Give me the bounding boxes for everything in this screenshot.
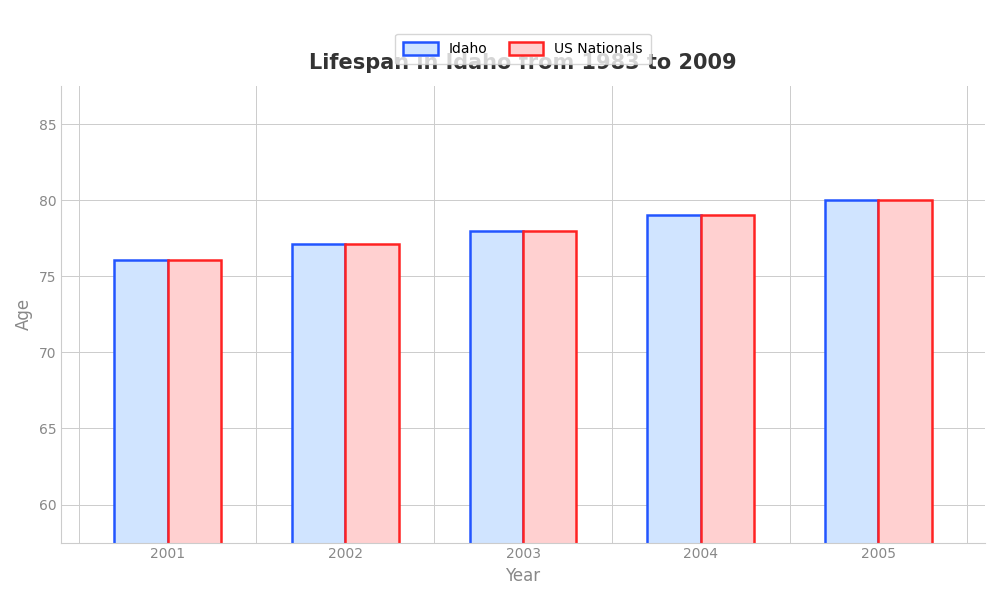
Title: Lifespan in Idaho from 1983 to 2009: Lifespan in Idaho from 1983 to 2009 <box>309 53 737 73</box>
Bar <box>114 260 168 600</box>
Bar <box>647 215 701 600</box>
Bar <box>470 230 523 600</box>
Bar <box>292 244 345 600</box>
Bar <box>523 230 576 600</box>
Bar <box>701 215 754 600</box>
X-axis label: Year: Year <box>505 567 541 585</box>
Bar <box>345 244 399 600</box>
Legend: Idaho, US Nationals: Idaho, US Nationals <box>395 34 651 64</box>
Bar <box>825 200 878 600</box>
Bar <box>168 260 221 600</box>
Y-axis label: Age: Age <box>15 298 33 331</box>
Bar <box>878 200 932 600</box>
